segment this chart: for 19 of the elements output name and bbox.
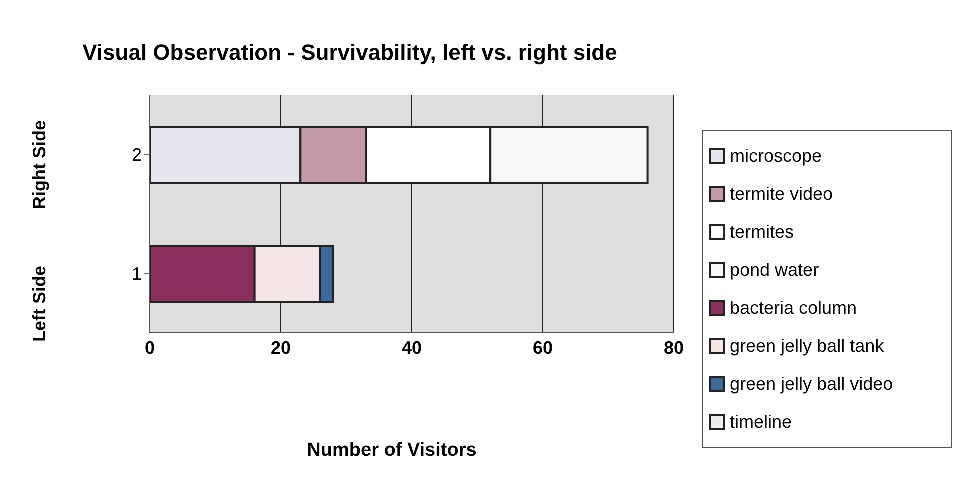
- y-tick-label: 2: [132, 144, 142, 165]
- legend-label: termites: [730, 222, 794, 242]
- x-tick-label: 40: [402, 338, 422, 358]
- legend-label: green jelly ball tank: [730, 336, 884, 356]
- x-tick-label: 80: [664, 338, 684, 358]
- legend-label: termite video: [730, 184, 834, 204]
- chart-title: Visual Observation - Survivability, left vs. right side: [82, 40, 618, 66]
- text: Left Side: [30, 265, 50, 342]
- x-tick-label: 20: [270, 338, 292, 358]
- legend-label: microscope: [730, 146, 822, 166]
- x-axis-title: Number of Visitors: [306, 440, 478, 462]
- x-tick-label: 60: [532, 338, 554, 358]
- legend-label: bacteria column: [730, 298, 858, 318]
- y-tick-label: 1: [132, 264, 142, 284]
- legend-label: timeline: [730, 412, 792, 432]
- legend-label: green jelly ball video: [730, 374, 894, 394]
- legend-label: pond water: [730, 260, 820, 280]
- x-tick-label: 0: [144, 338, 156, 358]
- text: Right Side: [30, 120, 50, 209]
